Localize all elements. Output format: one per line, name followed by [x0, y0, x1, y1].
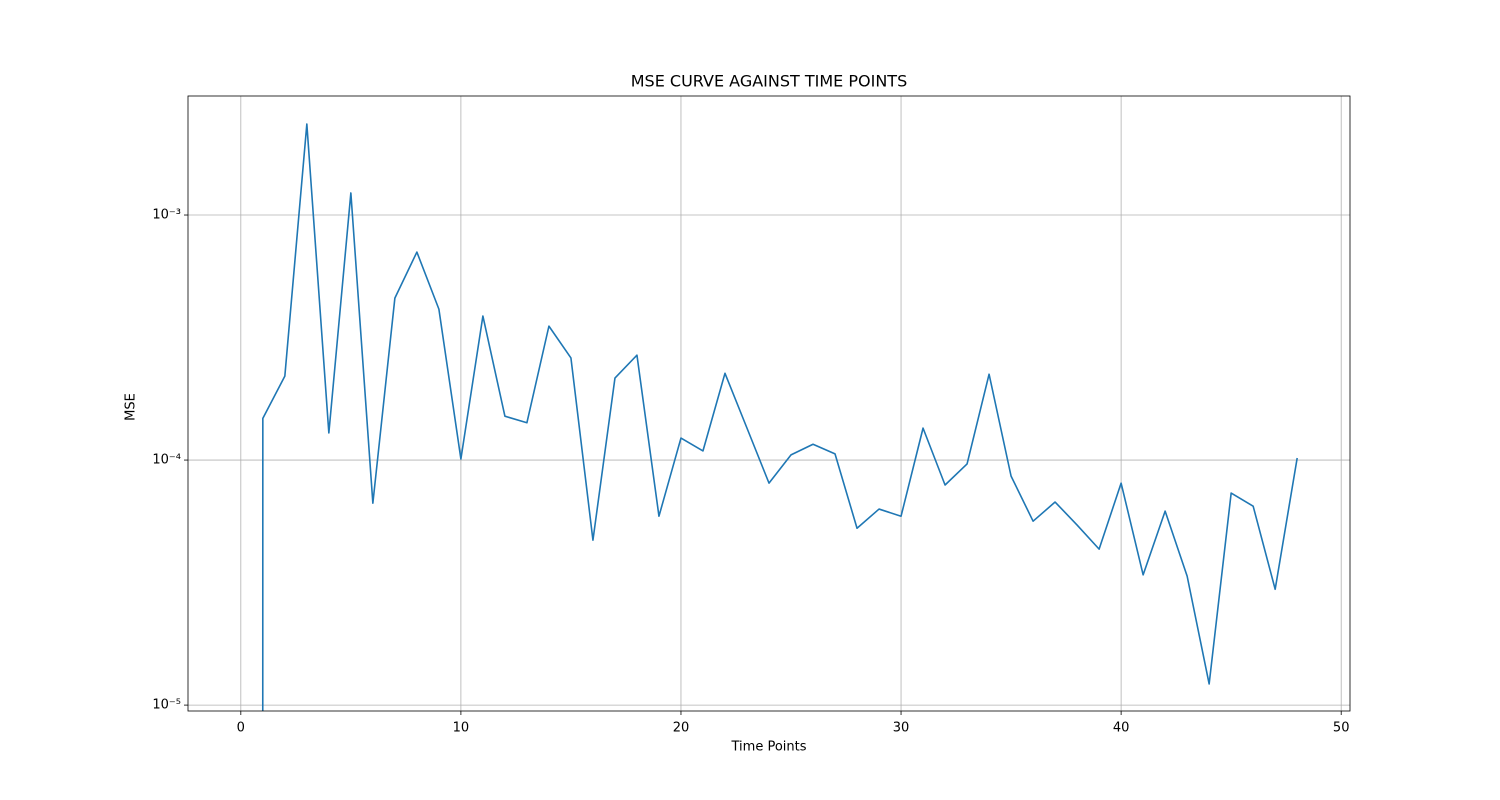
x-tick-label: 40: [1113, 721, 1130, 736]
y-tick-label: 10⁻⁵: [152, 698, 181, 713]
plot-frame: [187, 95, 1351, 712]
x-tick-label: 30: [893, 721, 910, 736]
x-tick-label: 50: [1333, 721, 1350, 736]
x-axis-label: Time Points: [731, 740, 807, 755]
chart-title: MSE CURVE AGAINST TIME POINTS: [631, 72, 907, 91]
x-tick-label: 20: [673, 721, 690, 736]
data-line: [261, 123, 1298, 711]
y-tick-label: 10⁻⁴: [152, 453, 181, 468]
x-tick-label: 10: [453, 721, 470, 736]
y-tick-label: 10⁻³: [152, 208, 181, 223]
y-axis-label: MSE: [124, 393, 139, 421]
x-tick-label: 0: [237, 721, 245, 736]
